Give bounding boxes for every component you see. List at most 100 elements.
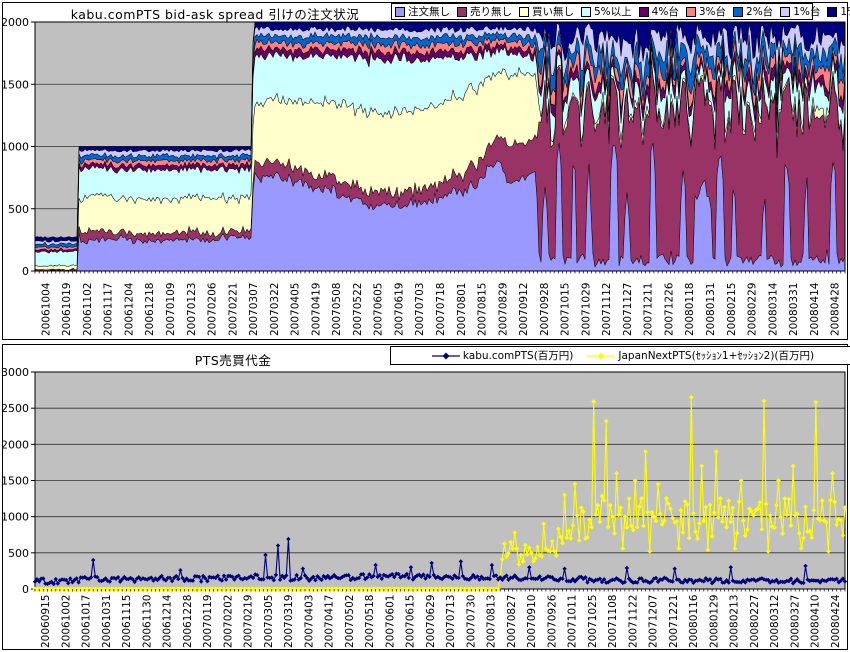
top-chart: kabu.comPTS bid-ask spread 引けの注文状況 注文無し 売… [2, 2, 850, 340]
x-axis-label: 20070419 [310, 283, 322, 336]
x-axis-label: 20061019 [61, 283, 73, 336]
x-axis-label: 20070319 [283, 595, 295, 648]
bottom-chart: PTS売買代金 kabu.comPTS(百万円) JapanNextPTS(ｾｯｼ… [2, 344, 850, 650]
x-axis-label: 20070307 [248, 283, 260, 336]
legend-label: 注文無し [408, 6, 450, 18]
legend-line-marker-icon [431, 352, 460, 359]
x-axis-label: 20070703 [414, 283, 426, 336]
x-axis-label: 20070629 [425, 595, 437, 648]
plot-border [34, 21, 846, 272]
x-axis-label: 20070322 [269, 283, 281, 336]
y-axis-label: 1500 [3, 78, 29, 91]
legend-item-4: 4%台 [638, 4, 679, 19]
legend-label: 売り無し [470, 6, 512, 18]
legend-swatch-icon [581, 6, 591, 17]
x-axis-label: 20061218 [144, 283, 156, 336]
y-axis-label: 0 [22, 265, 29, 278]
area-band-0 [35, 142, 845, 271]
x-axis-label: 20070813 [486, 595, 498, 648]
x-axis-label: 20070522 [352, 283, 364, 336]
y-axis-label: 0 [22, 583, 29, 596]
x-axis-label: 20070403 [303, 595, 315, 648]
legend-item-3: 5%以上 [581, 4, 632, 19]
legend-line-marker-icon [587, 352, 616, 359]
x-axis-label: 20070221 [227, 283, 239, 336]
x-axis-label: 20080327 [789, 595, 801, 648]
x-axis-label: 20070926 [546, 594, 558, 648]
x-axis-label: 20080227 [749, 595, 761, 648]
x-axis-ticks [34, 589, 846, 592]
legend-swatch-icon [685, 6, 696, 17]
x-axis-label: 20061004 [40, 282, 52, 336]
area-boundary-2 [34, 54, 846, 267]
y-axis-label: 1000 [3, 511, 29, 524]
legend-swatch-icon [733, 6, 744, 17]
x-axis-label: 20070508 [331, 283, 343, 336]
x-axis-label: 20070417 [324, 595, 336, 648]
x-axis-label: 20071112 [601, 283, 613, 336]
y-axis-label: 3000 [3, 366, 29, 379]
x-axis-label: 20070718 [435, 283, 447, 336]
x-axis-label: 20080331 [788, 283, 800, 336]
x-axis-label: 20071211 [643, 283, 655, 336]
x-axis-label: 20061115 [121, 595, 133, 648]
legend-label: 3%台 [698, 6, 727, 18]
x-axis-label: 20071226 [663, 282, 675, 336]
markers-series-0 [32, 536, 847, 587]
y-axis-label: 2500 [3, 402, 29, 415]
x-axis-label: 20070202 [222, 595, 234, 648]
y-axis-label: 500 [8, 547, 29, 560]
x-axis-label: 20070829 [497, 283, 509, 336]
x-axis-label: 20070119 [202, 595, 214, 648]
x-axis-label: 20070109 [165, 283, 177, 336]
legend-swatch-icon [827, 6, 838, 17]
x-axis-label: 20071127 [622, 283, 634, 336]
x-axis-label: 20061031 [101, 595, 113, 648]
legend-item-5: 3%台 [685, 4, 727, 19]
x-axis-label: 20071025 [587, 595, 599, 648]
legend-label: JapanNextPTS(ｾｯｼｮﾝ1+ｾｯｼｮﾝ2)(百万円) [618, 350, 815, 362]
x-axis-label: 20071015 [560, 283, 572, 336]
x-axis-label: 20070910 [526, 595, 538, 648]
x-axis-label: 20061130 [141, 595, 153, 648]
x-axis-label: 20080424 [830, 594, 842, 648]
x-axis-label: 20070619 [393, 283, 405, 336]
y-axis-label: 1000 [3, 141, 29, 154]
x-axis-label: 20070713 [445, 595, 457, 648]
x-axis-label: 20071221 [668, 595, 680, 648]
y-axis-label: 1500 [3, 475, 29, 488]
legend-label: 5%以上 [594, 6, 632, 18]
x-axis-label: 20070405 [290, 283, 302, 336]
x-axis-label: 20080215 [726, 283, 738, 336]
x-axis-label: 20070928 [539, 283, 551, 336]
legend-swatch-icon [457, 6, 467, 17]
y-axis-label: 2000 [3, 438, 29, 451]
x-axis-label: 20061102 [82, 283, 94, 336]
top-chart-legend: 注文無し 売り無し 買い無し 5%以上 4%台 3%台 2%台 1%台 1%未満 [391, 3, 850, 20]
legend-item-6: 2%台 [733, 4, 773, 19]
x-axis-label: 20070730 [465, 595, 477, 648]
x-axis-labels: 20060915 20061002 20061017 20061031 20061115… [40, 594, 842, 648]
legend-item-1: 売り無し [457, 4, 512, 19]
x-axis-ticks [34, 271, 846, 274]
x-axis-label: 20080312 [769, 595, 781, 648]
x-axis-label: 20070601 [384, 595, 396, 648]
legend-label: 1%未満 [840, 6, 850, 18]
bottom-chart-legend: kabu.comPTS(百万円) JapanNextPTS(ｾｯｼｮﾝ1+ｾｯｼｮ… [390, 346, 850, 365]
x-axis-label: 20061117 [103, 283, 115, 336]
x-axis-label: 20080229 [747, 283, 759, 336]
x-axis-label: 20070305 [263, 595, 275, 648]
legend-label: 1%台 [793, 6, 821, 18]
area-boundary-1 [34, 58, 846, 271]
x-axis-label: 20061204 [123, 282, 135, 336]
x-axis-label: 20080118 [684, 283, 696, 336]
top-chart-title: kabu.comPTS bid-ask spread 引けの注文状況 [70, 7, 360, 22]
x-axis-label: 20071122 [627, 595, 639, 648]
x-axis-label: 20070518 [364, 595, 376, 648]
x-axis-label: 20061002 [60, 595, 72, 648]
legend-swatch-icon [519, 6, 529, 17]
x-axis-label: 20070206 [207, 282, 219, 336]
x-axis-label: 20070605 [373, 283, 385, 336]
x-axis-label: 20070615 [405, 595, 417, 648]
area-boundary-4 [34, 41, 846, 252]
